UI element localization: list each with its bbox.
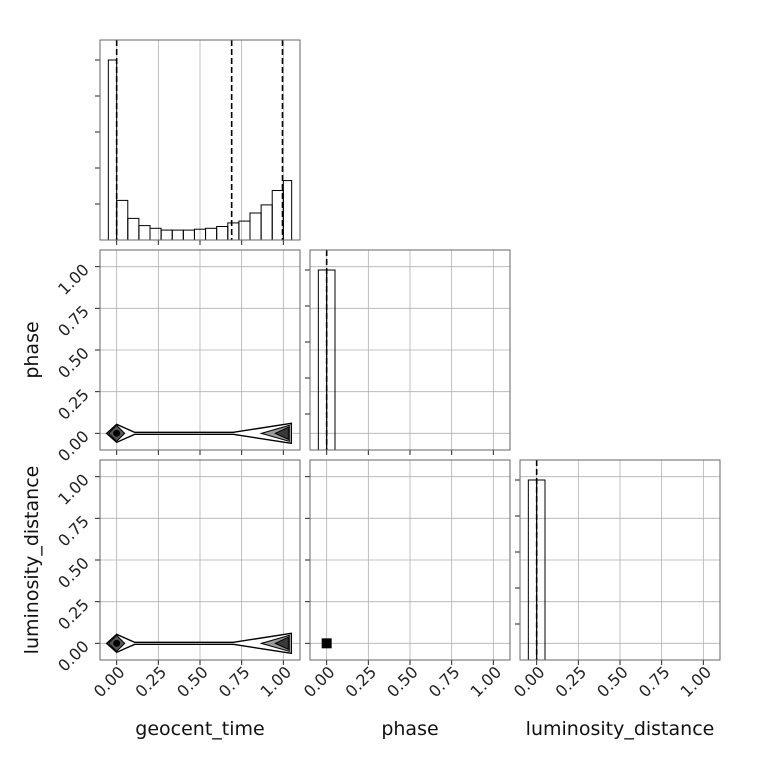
hist-luminosity_distance-xtick-label-1: 0.25 [552, 662, 591, 701]
kde-luminosity_distance-vs-geocent_time-frame [99, 459, 301, 661]
y-axis-label-luminosity-distance: luminosity_distance [21, 466, 43, 655]
hist-luminosity_distance-frame [519, 459, 721, 661]
kde-luminosity_distance-vs-geocent_time-xtick-label-3: 0.75 [215, 662, 254, 701]
kde-luminosity_distance-vs-geocent_time-mode-left [113, 639, 121, 647]
hist-luminosity_distance-xtick-label-3: 0.75 [635, 662, 674, 701]
kde-luminosity_distance-vs-phase-xtick-label-2: 0.50 [383, 662, 422, 701]
kde-luminosity_distance-vs-geocent_time-xtick-label-0: 0.00 [90, 662, 129, 701]
kde-luminosity_distance-vs-geocent_time-ytick-label-3: 0.75 [54, 512, 93, 551]
kde-phase-vs-geocent_time-ytick-label-1: 0.25 [54, 385, 93, 424]
kde-luminosity_distance-vs-geocent_time-ytick-label-0: 0.00 [54, 637, 93, 676]
kde-luminosity_distance-vs-phase-xtick-label-0: 0.00 [300, 662, 339, 701]
kde-luminosity_distance-vs-geocent_time-ytick-label-1: 0.25 [54, 595, 93, 634]
kde-luminosity_distance-vs-geocent_time-contour-right-inner [274, 636, 289, 651]
kde-luminosity_distance-vs-geocent_time-contour-outer [105, 632, 293, 655]
kde-phase-vs-geocent_time-ytick-label-0: 0.00 [54, 427, 93, 466]
kde-luminosity_distance-vs-geocent_time-xtick-label-1: 0.25 [132, 662, 171, 701]
kde-luminosity_distance-vs-phase-xtick-label-1: 0.25 [342, 662, 381, 701]
kde-luminosity_distance-vs-geocent_time-xtick-label-2: 0.50 [173, 662, 212, 701]
kde-luminosity_distance-vs-phase-xtick-label-3: 0.75 [425, 662, 464, 701]
kde-phase-vs-geocent_time-contour-right-inner [274, 426, 289, 441]
kde-phase-vs-geocent_time-mode-left [113, 429, 121, 437]
hist-phase-frame [309, 249, 511, 451]
hist-luminosity_distance-xtick-label-4: 1.00 [677, 662, 716, 701]
hist-luminosity_distance-xtick-label-0: 0.00 [510, 662, 549, 701]
kde-luminosity_distance-vs-geocent_time-xtick-label-4: 1.00 [257, 662, 296, 701]
kde-phase-vs-geocent_time-contour-outer [105, 422, 293, 445]
x-axis-label-geocent-time: geocent_time [135, 718, 264, 740]
kde-luminosity_distance-vs-phase-frame [309, 459, 511, 661]
hist-luminosity_distance-xtick-label-2: 0.50 [593, 662, 632, 701]
kde-luminosity_distance-vs-phase-point-0 [321, 638, 332, 649]
x-axis-label-phase: phase [381, 718, 438, 740]
kde-phase-vs-geocent_time-ytick-label-4: 1.00 [54, 260, 93, 299]
kde-phase-vs-geocent_time-ytick-label-2: 0.50 [54, 343, 93, 382]
x-axis-label-luminosity-distance: luminosity_distance [526, 718, 715, 740]
kde-luminosity_distance-vs-geocent_time-ytick-label-4: 1.00 [54, 470, 93, 509]
y-axis-label-phase: phase [21, 321, 43, 378]
hist-geocent_time-frame [99, 39, 301, 241]
kde-luminosity_distance-vs-phase-xtick-label-4: 1.00 [467, 662, 506, 701]
kde-phase-vs-geocent_time-ytick-label-3: 0.75 [54, 302, 93, 341]
kde-luminosity_distance-vs-geocent_time-ytick-label-2: 0.50 [54, 553, 93, 592]
kde-phase-vs-geocent_time-frame [99, 249, 301, 451]
